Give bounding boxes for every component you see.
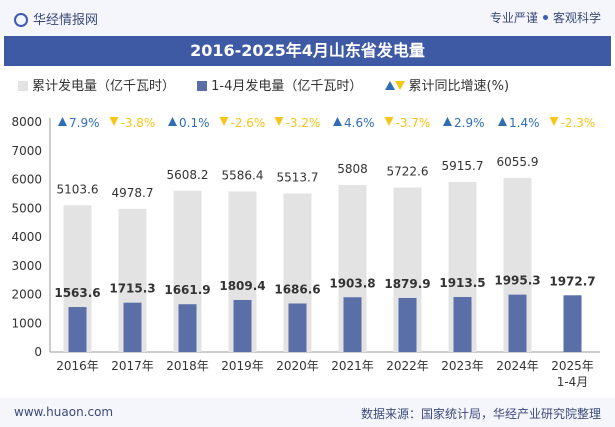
data-label-total: 5608.2 — [167, 168, 209, 182]
legend-label-period: 1-4月发电量（亿千瓦时） — [211, 79, 363, 94]
data-label-total: 5513.7 — [277, 170, 319, 184]
bar-period — [123, 302, 142, 352]
growth-down-marker — [109, 117, 119, 126]
data-label-period: 1972.7 — [549, 274, 595, 288]
triangle-down-icon — [394, 81, 405, 90]
y-tick-label: 4000 — [11, 230, 42, 244]
data-label-period: 1563.6 — [54, 286, 100, 300]
legend-label-growth: 累计同比增速(%) — [408, 79, 510, 94]
y-tick-label: 2000 — [11, 288, 42, 302]
x-tick-label: 2023年 — [441, 359, 484, 373]
y-tick-label: 5000 — [11, 201, 42, 215]
bar-period — [68, 307, 87, 352]
y-tick-label: 3000 — [11, 259, 42, 273]
growth-up-marker — [498, 117, 507, 126]
bar-period — [453, 296, 472, 352]
footer-source: 数据来源：国家统计局，华经产业研究院整理 — [360, 407, 601, 421]
x-tick-label: 2016年 — [56, 359, 99, 373]
slogan: 专业严谨 客观科学 — [490, 9, 601, 26]
growth-label: -3.2% — [286, 116, 321, 130]
data-label-total: 5915.7 — [442, 159, 484, 173]
x-tick-label: 2022年 — [386, 359, 429, 373]
data-label-period: 1686.6 — [274, 283, 320, 297]
growth-label: 7.9% — [69, 116, 100, 130]
chart-legend: 累计发电量（亿千瓦时） 1-4月发电量（亿千瓦时） 累计同比增速(%) — [18, 75, 527, 94]
legend-swatch-period — [197, 81, 208, 91]
footer: www.huaon.com 数据来源：国家统计局，华经产业研究院整理 — [0, 398, 615, 427]
x-tick-label: 2019年 — [221, 359, 264, 373]
y-tick-label: 6000 — [11, 173, 42, 187]
growth-label: 4.6% — [344, 116, 375, 130]
legend-item-total: 累计发电量（亿千瓦时） — [18, 75, 175, 94]
growth-label: 0.1% — [179, 116, 210, 130]
data-label-total: 5586.4 — [222, 168, 264, 182]
growth-down-marker — [384, 117, 394, 126]
chart-title: 2016-2025年4月山东省发电量 — [4, 36, 611, 66]
slogan-left: 专业严谨 — [489, 11, 538, 25]
x-tick-label: 2018年 — [166, 359, 209, 373]
x-tick-label: 2024年 — [496, 359, 539, 373]
growth-label: -3.7% — [396, 116, 431, 130]
growth-label: -2.3% — [561, 116, 596, 130]
footer-site: www.huaon.com — [14, 405, 114, 419]
y-tick-label: 7000 — [11, 144, 42, 158]
bar-period — [563, 295, 582, 352]
data-label-period: 1879.9 — [384, 277, 430, 291]
brand-logo-icon — [14, 13, 28, 27]
legend-label-total: 累计发电量（亿千瓦时） — [32, 79, 176, 94]
bar-chart: 0 1000 2000 3000 4000 5000 6000 7000 8000 5103.6 1… — [11, 115, 600, 389]
growth-label: -2.6% — [231, 116, 266, 130]
data-label-total: 5808 — [337, 162, 368, 176]
growth-down-marker — [274, 117, 284, 126]
data-label-period: 1809.4 — [219, 279, 265, 293]
bar-period — [178, 304, 197, 352]
data-label-period: 1913.5 — [439, 276, 485, 290]
bar-period — [233, 299, 252, 352]
bar-period — [508, 294, 527, 352]
growth-label: 2.9% — [454, 116, 485, 130]
slogan-right: 客观科学 — [552, 11, 601, 25]
data-label-total: 4978.7 — [112, 186, 154, 200]
data-label-period: 1903.8 — [329, 276, 375, 290]
data-label-period: 1661.9 — [164, 283, 210, 297]
growth-down-marker — [549, 117, 559, 126]
x-tick-label: 2017年 — [111, 359, 154, 373]
x-tick-label: 2025年 — [551, 359, 594, 373]
x-tick-label: 2020年 — [276, 359, 319, 373]
growth-label: -3.8% — [121, 116, 156, 130]
y-tick-label: 1000 — [11, 316, 42, 330]
brand: 华经情报网 — [14, 9, 98, 28]
growth-down-marker — [219, 117, 229, 126]
growth-up-marker — [333, 117, 342, 126]
legend-swatch-total — [18, 81, 28, 91]
y-tick-label: 8000 — [11, 115, 42, 129]
data-label-period: 1995.3 — [494, 274, 540, 288]
y-tick-label: 0 — [34, 345, 42, 359]
growth-up-marker — [168, 117, 177, 126]
top-bar: 华经情报网 专业严谨 客观科学 — [0, 0, 615, 36]
data-label-total: 5103.6 — [57, 182, 99, 196]
bar-period — [398, 297, 417, 352]
data-label-total: 5722.6 — [387, 164, 429, 178]
growth-label: 1.4% — [509, 116, 540, 130]
growth-up-marker — [443, 117, 452, 126]
legend-item-growth: 累计同比增速(%) — [384, 75, 510, 94]
data-label-total: 6055.9 — [497, 155, 539, 169]
growth-up-marker — [58, 117, 67, 126]
brand-name: 华经情报网 — [33, 13, 99, 28]
x-tick-label: 2021年 — [331, 359, 374, 373]
x-tick-label: 1-4月 — [557, 375, 589, 389]
bar-period — [343, 297, 362, 352]
data-label-period: 1715.3 — [109, 282, 155, 296]
dot-icon — [542, 15, 548, 20]
legend-item-period: 1-4月发电量（亿千瓦时） — [197, 75, 362, 94]
triangle-up-icon — [384, 81, 395, 90]
bar-period — [288, 303, 307, 352]
